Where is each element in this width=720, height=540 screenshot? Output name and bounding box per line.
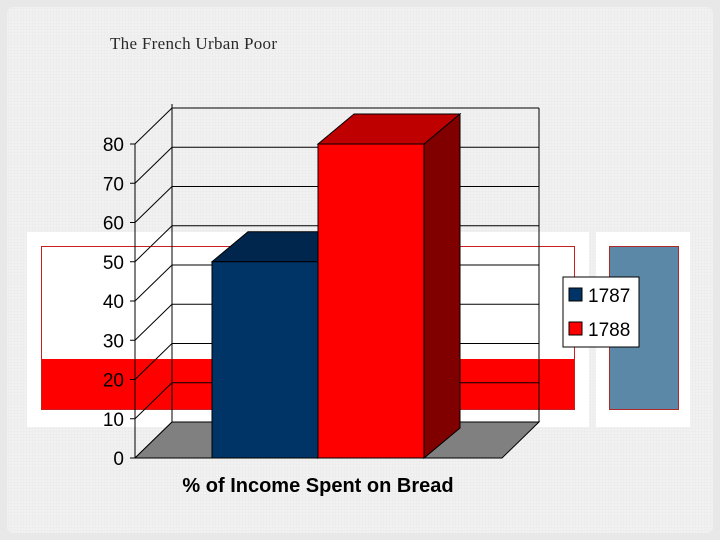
y-axis-ticks: 0 10 20 30 40 50 60 70 80	[103, 135, 124, 470]
gridline-side	[134, 343, 173, 380]
gridline-side	[134, 225, 173, 263]
y-tick-label: 70	[103, 174, 124, 195]
bar-side-1788	[423, 112, 461, 460]
bar-front-1788	[317, 143, 425, 459]
y-tick-label: 40	[103, 292, 124, 313]
y-tick-label: 30	[103, 331, 124, 352]
chart-legend: 1787 1788	[562, 276, 640, 348]
legend-swatch-1787	[568, 287, 583, 302]
gridline-side	[134, 186, 173, 223]
chart-bars	[210, 112, 462, 460]
y-tick-label: 80	[103, 135, 124, 156]
legend-label-1787: 1787	[588, 286, 630, 307]
y-tick-label: 0	[113, 449, 124, 470]
bar-1788	[316, 112, 462, 460]
y-tick-label: 20	[103, 371, 124, 392]
slide-title: The French Urban Poor	[110, 34, 278, 53]
decorative-band-blue	[609, 246, 679, 410]
gridline-side	[134, 146, 173, 184]
y-tick-label: 10	[103, 410, 124, 431]
legend-swatch-1788	[568, 321, 583, 336]
gridline-side	[134, 107, 173, 145]
legend-label-1788: 1788	[588, 320, 630, 341]
bar-front-1787	[211, 261, 319, 459]
gridline-side	[134, 303, 173, 341]
x-axis-label: % of Income Spent on Bread	[182, 475, 453, 497]
gridline-side	[134, 382, 173, 420]
y-tick-label: 50	[103, 253, 124, 274]
y-tick-label: 60	[103, 214, 124, 235]
gridline-side	[134, 264, 173, 302]
